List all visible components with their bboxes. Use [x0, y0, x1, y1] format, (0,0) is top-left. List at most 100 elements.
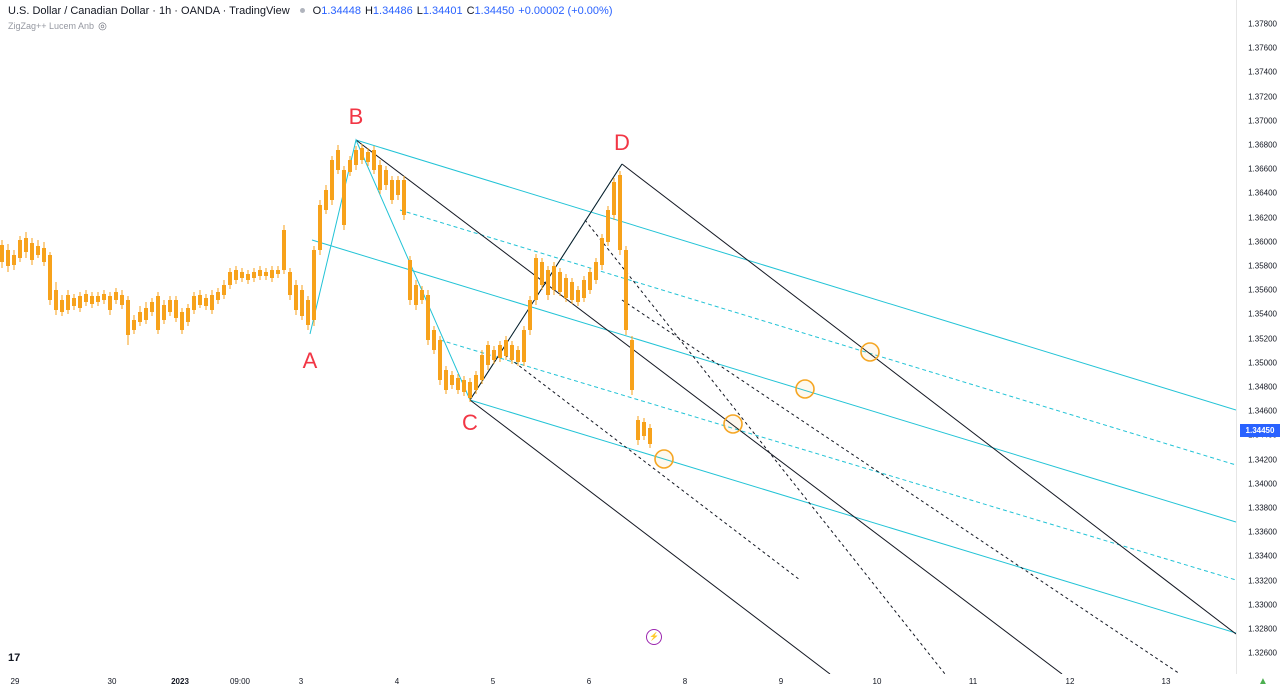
price-tick-label: 1.33000 [1248, 600, 1277, 610]
candle-body [18, 240, 22, 258]
time-tick-label: 3 [298, 677, 304, 686]
target-circle [723, 414, 743, 434]
candle-body [174, 300, 178, 318]
candle-body [222, 285, 226, 295]
flag-icon[interactable]: ▲ [1258, 676, 1268, 687]
price-tick-label: 1.34000 [1248, 479, 1277, 489]
candle-body [336, 150, 340, 170]
candle-body [312, 250, 316, 320]
candle-body [474, 375, 478, 390]
time-tick-label: 5 [490, 677, 496, 686]
candle-body [498, 345, 502, 358]
time-tick-label: 2023 [171, 677, 189, 686]
chart-area[interactable]: A B C D U.S. Dollar / Canadian Dollar · 1h … [0, 0, 1237, 675]
target-circle [860, 342, 880, 362]
price-tick-label: 1.35200 [1248, 334, 1277, 344]
candle-body [138, 312, 142, 322]
time-tick-label: 12 [1065, 677, 1075, 686]
candle-body [204, 298, 208, 306]
time-tick-label: 13 [1161, 677, 1171, 686]
target-circle [795, 379, 815, 399]
candle-body [606, 210, 610, 242]
candle-body [642, 422, 646, 436]
channel-line [469, 399, 831, 675]
candle-body [540, 262, 544, 285]
target-circle [654, 449, 674, 469]
candle-body [144, 308, 148, 320]
price-tick-label: 1.35800 [1248, 261, 1277, 271]
price-tick-label: 1.36600 [1248, 164, 1277, 174]
price-tick-label: 1.36200 [1248, 213, 1277, 223]
price-tick-label: 1.36800 [1248, 140, 1277, 150]
chart-canvas[interactable]: A B C D [0, 0, 1237, 675]
tradingview-logo-icon[interactable]: 17 [8, 652, 21, 664]
time-tick-label: 9 [778, 677, 784, 686]
price-axis[interactable]: 1.37800 1.37600 1.37400 1.37200 1.37000 1.368… [1236, 0, 1280, 674]
candle-body [114, 292, 118, 300]
candle-body [36, 246, 40, 255]
candle-body [102, 294, 106, 300]
candle-body [462, 380, 466, 392]
pattern-label-a: A [303, 348, 318, 373]
candle-body [60, 300, 64, 312]
price-tick-label: 1.32800 [1248, 624, 1277, 634]
time-axis[interactable]: 29 30 2023 09:00 3 4 5 6 8 9 10 11 12 13 [0, 674, 1280, 692]
candle-body [504, 340, 508, 356]
candle-body [582, 280, 586, 298]
candle-body [408, 260, 412, 300]
indicator-legend[interactable]: ZigZag++ Lucem Anb ◎ [8, 21, 107, 32]
pattern-label-d: D [614, 130, 630, 155]
candle-body [162, 305, 166, 320]
candle-body [522, 330, 526, 362]
candle-body [360, 148, 364, 160]
candle-body [372, 150, 376, 170]
price-tick-label: 1.34600 [1248, 406, 1277, 416]
candle-body [294, 285, 298, 310]
candle-body [636, 420, 640, 440]
candle-body [66, 295, 70, 310]
candle-body [306, 300, 310, 325]
candle-body [432, 330, 436, 350]
candle-body [612, 182, 616, 215]
price-tick-label: 1.35000 [1248, 358, 1277, 368]
chart-header: U.S. Dollar / Canadian Dollar · 1h · OAN… [8, 5, 616, 17]
candle-body [108, 296, 112, 310]
candle-body [324, 190, 328, 210]
candle-body [516, 350, 520, 362]
candle-body [342, 170, 346, 225]
time-tick-label: 6 [586, 677, 592, 686]
candle-body [630, 340, 634, 390]
time-tick-label: 30 [107, 677, 117, 686]
market-status-dot [299, 8, 305, 13]
candle-body [552, 266, 556, 290]
candle-body [252, 272, 256, 278]
candle-body [120, 295, 124, 305]
candle-body [240, 272, 244, 278]
price-tick-label: 1.37200 [1248, 92, 1277, 102]
candle-body [228, 272, 232, 285]
candle-body [126, 300, 130, 335]
candle-body [402, 180, 406, 215]
candle-body [558, 272, 562, 292]
time-tick-label: 11 [968, 677, 978, 686]
candle-body [438, 340, 442, 380]
candle-body [366, 152, 370, 162]
eye-icon[interactable]: ◎ [98, 21, 107, 32]
zigzag-line [309, 138, 623, 402]
price-tick-label: 1.33800 [1248, 503, 1277, 513]
candle-body [72, 298, 76, 306]
candle-body [594, 262, 598, 280]
symbol-title[interactable]: U.S. Dollar / Canadian Dollar · 1h · OAN… [8, 5, 290, 17]
candle-body [84, 294, 88, 302]
price-tick-label: 1.37000 [1248, 116, 1277, 126]
lightning-icon[interactable]: ⚡ [646, 629, 662, 645]
candle-body [96, 296, 100, 302]
candle-body [378, 165, 382, 190]
channel-line [621, 163, 1237, 635]
candle-body [90, 296, 94, 304]
candle-body [210, 295, 214, 310]
candle-body [384, 170, 388, 185]
candle-body [648, 428, 652, 444]
time-tick-label: 09:00 [229, 677, 251, 686]
candle-body [246, 274, 250, 280]
